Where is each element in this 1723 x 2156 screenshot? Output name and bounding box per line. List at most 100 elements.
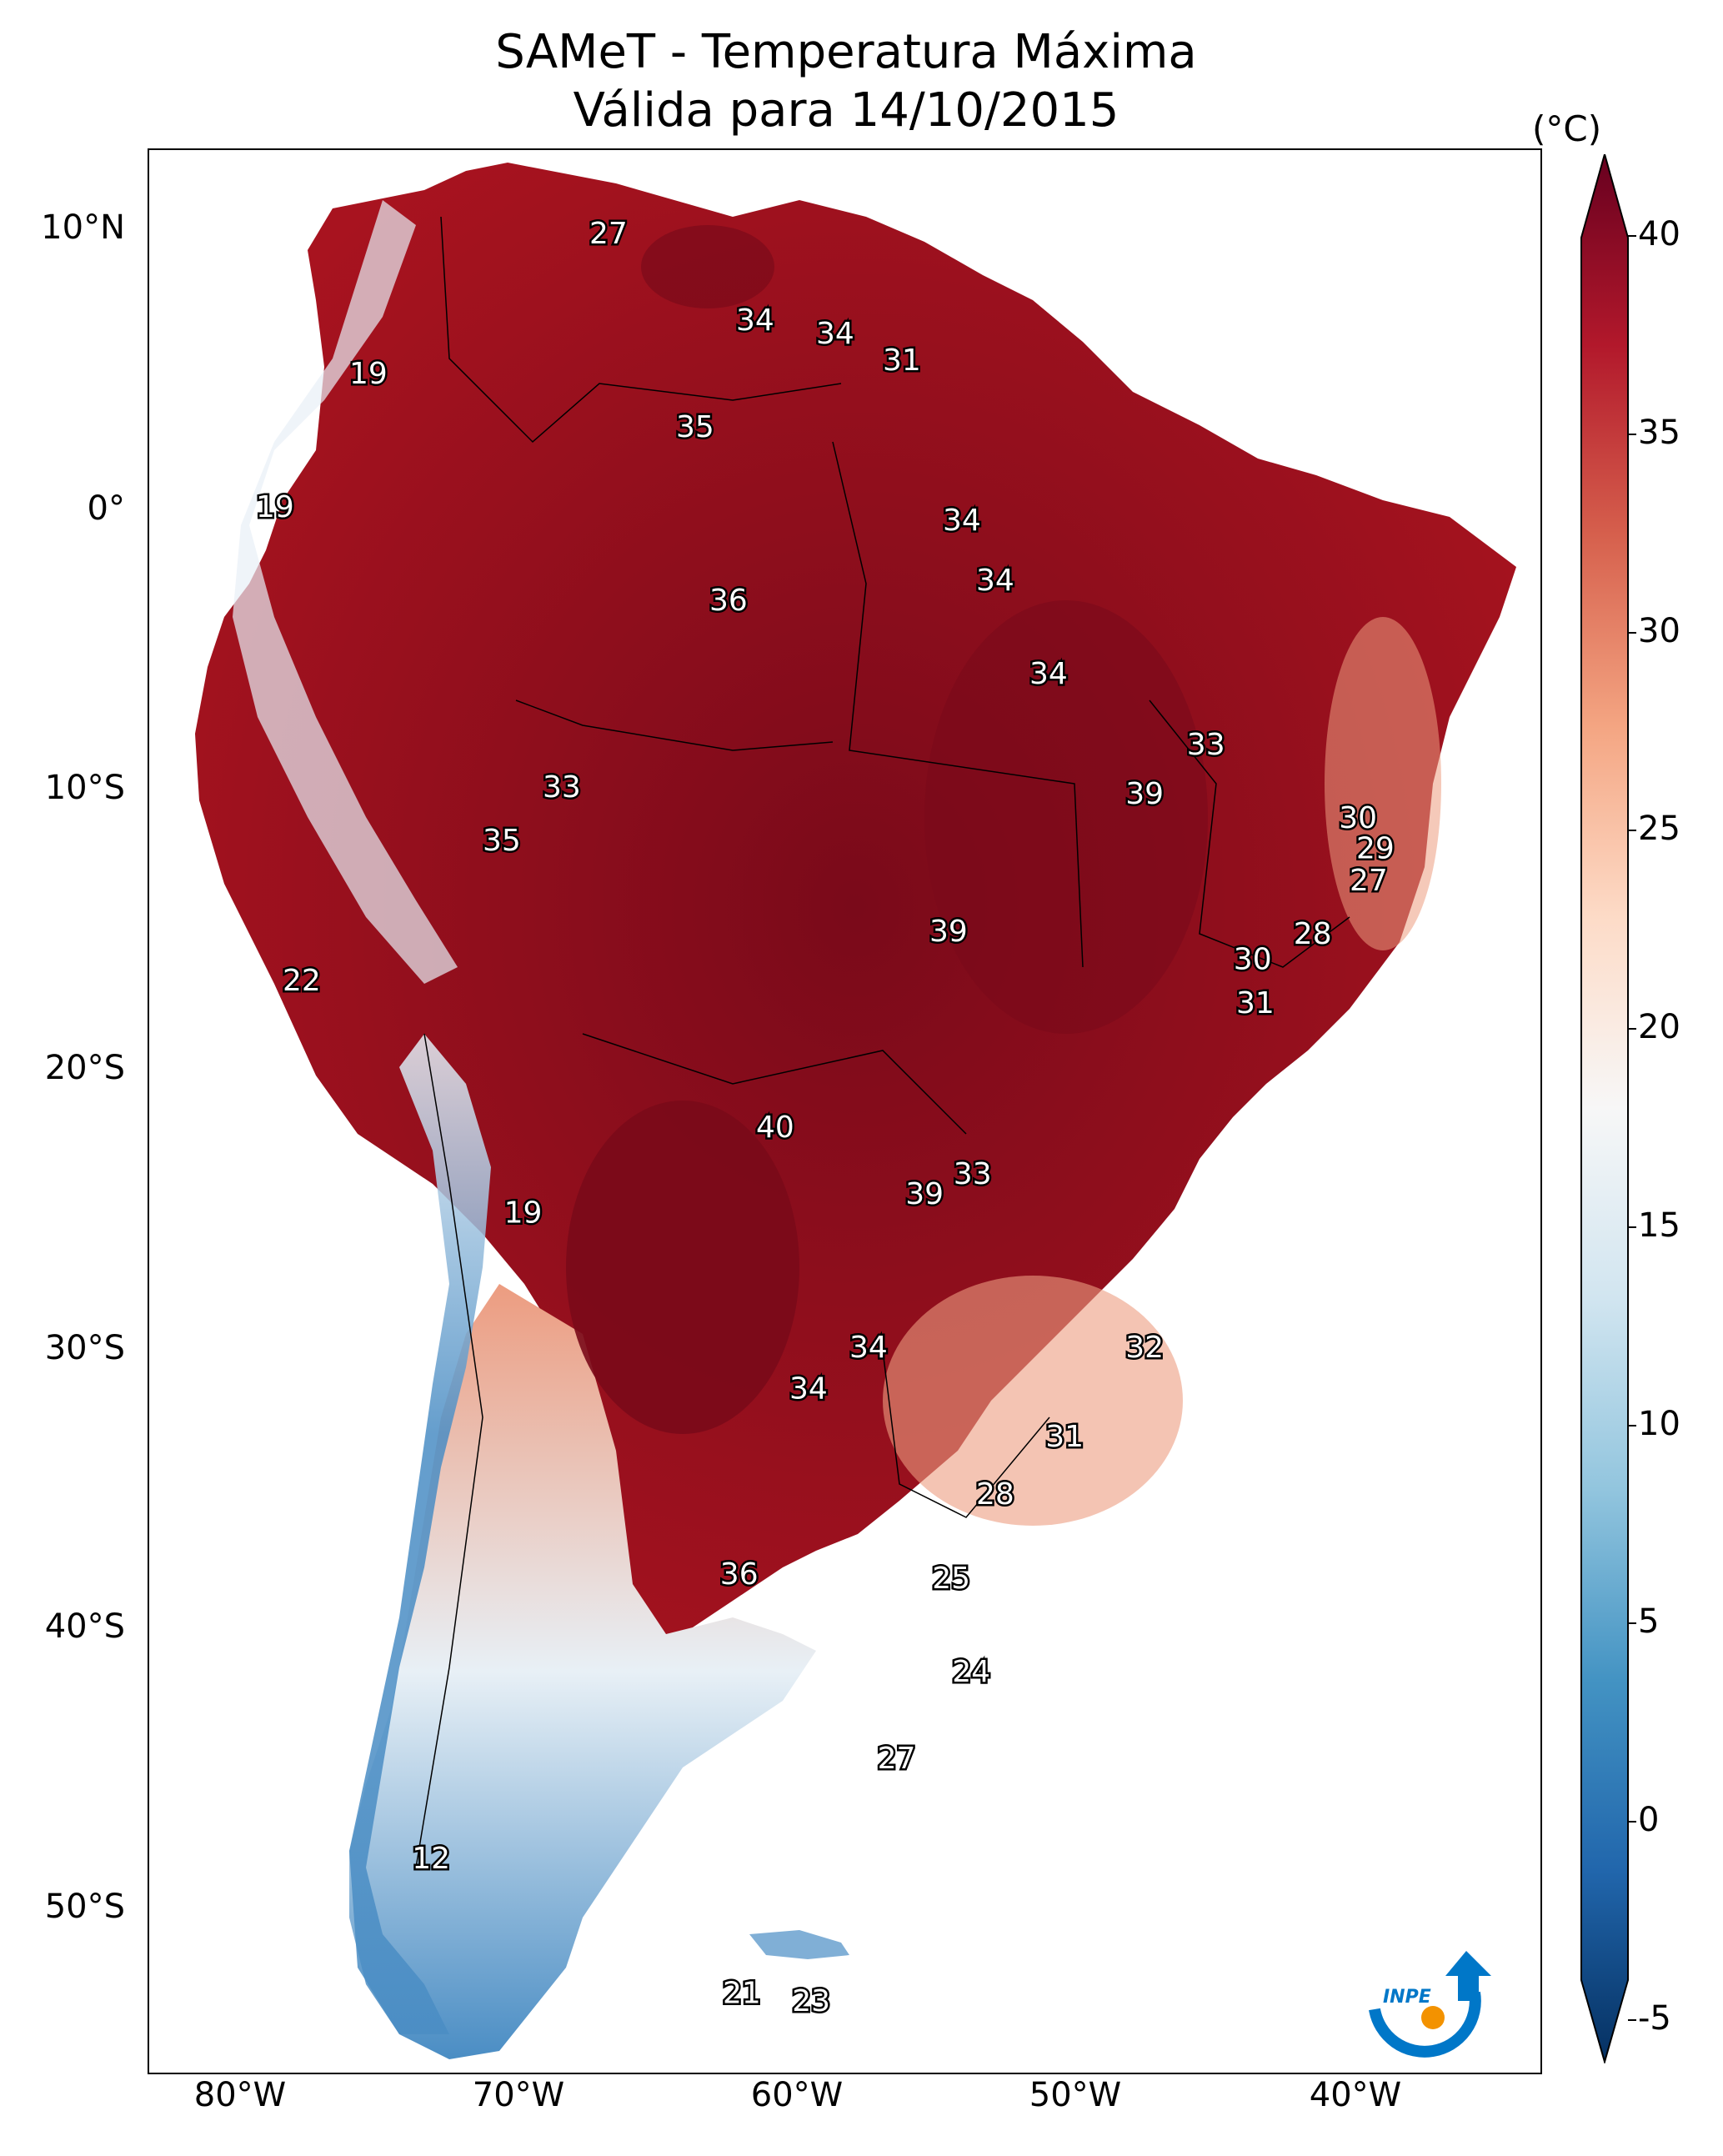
hot-core-chaco	[566, 1101, 799, 1434]
colorbar-tick-5: 15	[1638, 1206, 1680, 1245]
country-borders	[415, 216, 1350, 1868]
station-label-39-tocantins: 39	[929, 915, 968, 949]
inpe-logo: INPE	[1369, 1951, 1491, 2058]
station-label-33-ceara: 33	[1187, 728, 1225, 762]
station-label-35-acre: 35	[483, 824, 521, 858]
colorbar-tick-mark-9	[1628, 2019, 1636, 2021]
station-label-28-alagoas: 28	[1294, 917, 1332, 951]
colorbar-tick-mark-2	[1628, 631, 1636, 634]
station-label-32-es: 32	[1125, 1331, 1164, 1365]
lat-label-0: 0°	[87, 489, 125, 528]
station-label-40-matogrosso: 40	[756, 1111, 794, 1145]
station-label-29-paraiba: 29	[1356, 832, 1395, 866]
station-label-34-ms: 34	[789, 1372, 828, 1406]
colorbar-tick-1: 35	[1638, 413, 1680, 452]
station-label-30-sergipe: 30	[1234, 942, 1272, 976]
colorbar-tick-mark-0	[1628, 235, 1636, 237]
station-label-31-rj: 31	[1045, 1420, 1084, 1454]
colorbar-tick-0: 40	[1638, 215, 1680, 253]
station-label-34-amapa: 34	[943, 504, 981, 538]
colorbar-tick-6: 10	[1638, 1404, 1680, 1443]
map-subtitle: Válida para 14/10/2015	[573, 83, 1119, 138]
colorbar-tick-mark-8	[1628, 1821, 1636, 1823]
lat-label-20s: 20°S	[44, 1049, 125, 1087]
station-label-39-goias: 39	[905, 1177, 944, 1211]
colorbar-tick-9: -5	[1638, 1999, 1671, 2038]
colorbar-tick-mark-4	[1628, 1028, 1636, 1030]
station-label-31-bahia: 31	[1236, 986, 1275, 1020]
warm-east-coast	[1325, 617, 1441, 950]
station-label-34-maranhao: 34	[1029, 657, 1068, 691]
lat-label-30s: 30°S	[44, 1329, 125, 1367]
station-label-31-fguiana: 31	[883, 343, 921, 378]
station-label-34-para: 34	[976, 564, 1014, 598]
station-label-19-ecuador: 19	[256, 490, 294, 524]
station-label-34-guyana: 34	[736, 303, 774, 338]
colorbar-tick-mark-3	[1628, 830, 1636, 832]
inpe-logo-arrow	[1445, 1951, 1491, 2001]
colorbar-tick-mark-5	[1628, 1226, 1636, 1228]
station-label-36-paraguay: 36	[720, 1557, 759, 1592]
station-label-30-rn: 30	[1339, 801, 1377, 835]
colorbar-body	[1580, 154, 1629, 2063]
colorbar-tick-mark-7	[1628, 1622, 1636, 1625]
colorbar-unit: (°C)	[1532, 108, 1602, 149]
lat-label-10n: 10°N	[41, 208, 125, 247]
station-label-34-suriname: 34	[816, 317, 854, 351]
station-label-19-bolivia: 19	[504, 1196, 543, 1230]
lat-label-50s: 50°S	[44, 1888, 125, 1926]
lon-label-70w: 70°W	[472, 2076, 565, 2114]
lon-label-50w: 50°W	[1029, 2076, 1122, 2114]
station-label-36-amazonas: 36	[709, 584, 748, 618]
map-title: SAMeT - Temperatura Máxima	[495, 25, 1197, 79]
colorbar-tick-2: 30	[1638, 611, 1680, 650]
station-label-35-roraima: 35	[676, 410, 714, 444]
lon-label-40w: 40°W	[1309, 2076, 1402, 2114]
lon-label-60w: 60°W	[750, 2076, 844, 2114]
station-label-23-uruguay: 23	[792, 1984, 830, 2018]
colorbar	[1580, 154, 1629, 2063]
lat-label-10s: 10°S	[44, 769, 125, 807]
border-amazon-south	[515, 699, 834, 751]
station-label-27-north: 27	[589, 217, 628, 251]
colorbar-tick-mark-1	[1628, 433, 1636, 435]
colorbar-tick-4: 20	[1638, 1008, 1680, 1047]
andes-north-band	[233, 200, 458, 984]
hot-core-venezuela	[641, 225, 774, 308]
colorbar-tick-mark-6	[1628, 1424, 1636, 1426]
border-paraguay	[582, 1033, 967, 1135]
inpe-logo-dot	[1421, 2006, 1445, 2029]
station-label-33-acre: 33	[543, 770, 581, 805]
station-label-27-pernambuco: 27	[1350, 864, 1388, 898]
station-label-34-minas: 34	[849, 1331, 888, 1365]
station-label-21-argentina: 21	[723, 1976, 761, 2010]
station-label-25-parana: 25	[932, 1562, 970, 1596]
border-bahia	[1149, 699, 1350, 968]
station-label-12-chile: 12	[412, 1842, 450, 1876]
colorbar-tick-8: 0	[1638, 1801, 1660, 1840]
station-label-19-colombia: 19	[349, 357, 388, 391]
inpe-logo-text: INPE	[1383, 1987, 1431, 2008]
station-label-22-peru: 22	[283, 964, 321, 998]
continent-north-landmass	[195, 163, 1516, 1651]
hot-core-central	[924, 600, 1208, 1034]
falkland-islands	[749, 1930, 849, 1959]
lat-label-40s: 40°S	[44, 1607, 125, 1646]
border-venezuela	[440, 216, 842, 444]
continent-southern-cone	[349, 1284, 816, 2059]
andes-cool-band	[349, 1034, 491, 2034]
colorbar-tick-7: 5	[1638, 1602, 1660, 1642]
border-chile-argentina	[415, 1033, 483, 1868]
border-uruguay	[882, 1350, 1050, 1518]
warm-south-brazil	[883, 1276, 1183, 1526]
border-mato-grosso	[832, 441, 1084, 968]
station-label-24-sc: 24	[952, 1655, 990, 1689]
station-label-28-sp: 28	[976, 1477, 1014, 1512]
inpe-logo-arc	[1369, 1991, 1481, 2058]
station-label-27-rs: 27	[878, 1742, 916, 1776]
station-label-33-goias: 33	[954, 1157, 992, 1191]
lon-label-80w: 80°W	[193, 2076, 287, 2114]
